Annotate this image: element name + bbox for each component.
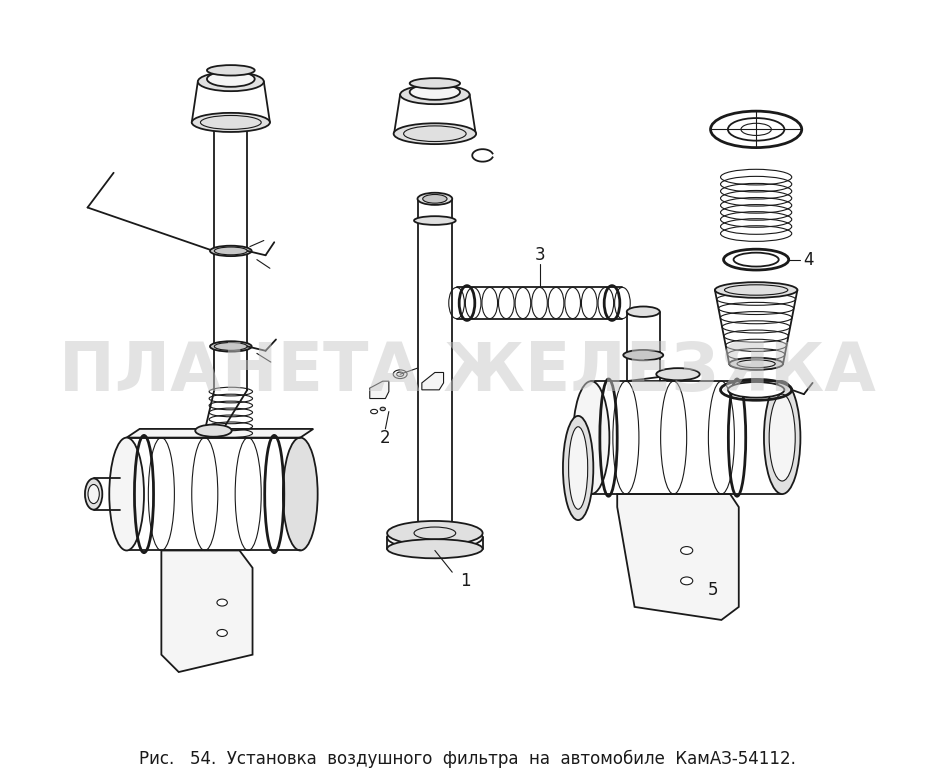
Ellipse shape	[207, 65, 255, 75]
Ellipse shape	[217, 629, 227, 636]
Ellipse shape	[85, 479, 103, 510]
Ellipse shape	[387, 521, 483, 546]
Text: 3: 3	[534, 246, 545, 265]
Text: 2: 2	[380, 428, 390, 447]
Ellipse shape	[733, 253, 779, 266]
Polygon shape	[162, 550, 252, 672]
Ellipse shape	[569, 427, 587, 509]
Text: ПЛАНЕТА ЖЕЛЕЗЯКА: ПЛАНЕТА ЖЕЛЕЗЯКА	[59, 339, 875, 406]
Ellipse shape	[715, 282, 798, 298]
Ellipse shape	[210, 341, 251, 352]
Ellipse shape	[400, 85, 470, 104]
Ellipse shape	[414, 217, 456, 225]
Ellipse shape	[573, 381, 609, 494]
Ellipse shape	[623, 350, 663, 360]
Ellipse shape	[770, 394, 795, 481]
Ellipse shape	[387, 525, 483, 549]
Ellipse shape	[681, 546, 693, 554]
Ellipse shape	[88, 484, 99, 504]
Ellipse shape	[191, 113, 270, 132]
Ellipse shape	[681, 577, 693, 585]
Text: Рис.   54.  Установка  воздушного  фильтра  на  автомобиле  КамАЗ-54112.: Рис. 54. Установка воздушного фильтра на…	[138, 750, 796, 768]
Ellipse shape	[393, 123, 476, 144]
Ellipse shape	[627, 307, 659, 317]
Ellipse shape	[210, 246, 251, 256]
Polygon shape	[127, 429, 313, 438]
Ellipse shape	[380, 407, 386, 411]
Ellipse shape	[207, 71, 255, 87]
Ellipse shape	[283, 438, 318, 550]
Text: 4: 4	[803, 251, 814, 268]
Ellipse shape	[387, 539, 483, 558]
Polygon shape	[370, 381, 389, 399]
Ellipse shape	[410, 85, 460, 100]
Ellipse shape	[729, 358, 783, 370]
Ellipse shape	[410, 78, 460, 88]
Ellipse shape	[198, 72, 263, 91]
Polygon shape	[617, 494, 739, 620]
Ellipse shape	[109, 438, 144, 550]
Ellipse shape	[195, 424, 232, 437]
Ellipse shape	[764, 381, 800, 494]
Text: 5: 5	[707, 580, 718, 598]
Ellipse shape	[423, 195, 447, 203]
Ellipse shape	[417, 192, 452, 205]
Text: 1: 1	[460, 572, 471, 590]
Ellipse shape	[728, 382, 785, 397]
Polygon shape	[422, 372, 444, 390]
Ellipse shape	[657, 368, 700, 380]
Ellipse shape	[217, 599, 227, 606]
Ellipse shape	[563, 416, 593, 520]
